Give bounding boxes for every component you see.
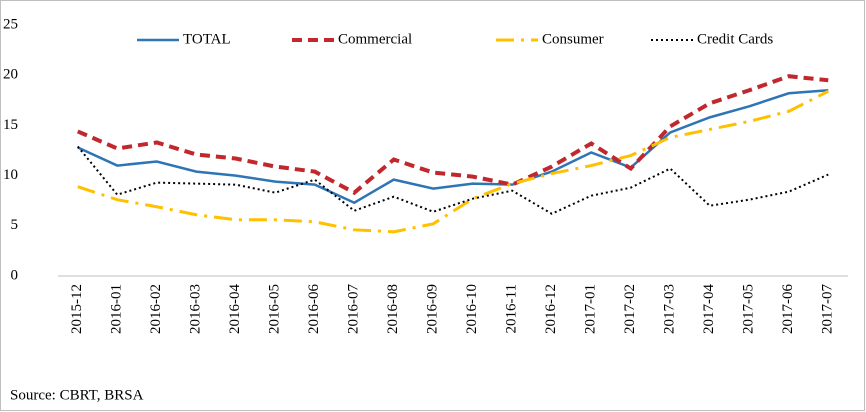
x-tick-label: 2016-09 <box>425 284 441 334</box>
series-line <box>76 145 829 215</box>
x-tick-label: 2017-02 <box>622 284 638 334</box>
y-tick-label: 20 <box>3 67 18 83</box>
x-tick-label: 2017-03 <box>662 284 678 334</box>
source-note: Source: CBRT, BRSA <box>10 387 144 403</box>
x-tick-label: 2016-04 <box>227 284 243 334</box>
x-tick-label: 2017-05 <box>741 284 757 334</box>
x-tick-label: 2016-12 <box>543 284 559 334</box>
y-tick-label: 15 <box>3 117 18 133</box>
x-tick-label: 2016-06 <box>306 284 322 334</box>
legend-label: Consumer <box>542 31 604 47</box>
x-tick-label: 2016-03 <box>188 284 204 334</box>
legend-label: Credit Cards <box>697 31 773 47</box>
series-line <box>76 74 829 196</box>
y-tick-label: 10 <box>3 167 18 183</box>
series-line <box>77 89 829 234</box>
x-tick-label: 2016-10 <box>464 284 480 334</box>
x-tick-label: 2015-12 <box>69 284 85 334</box>
y-tick-label: 5 <box>11 217 19 233</box>
legend-label: Commercial <box>338 31 412 47</box>
x-tick-label: 2017-06 <box>780 284 796 334</box>
legend-label: TOTAL <box>183 31 231 47</box>
x-tick-label: 2016-08 <box>385 284 401 334</box>
x-tick-label: 2016-01 <box>109 284 125 334</box>
x-tick-label: 2016-11 <box>504 284 520 333</box>
x-tick-label: 2016-02 <box>148 284 164 334</box>
x-tick-label: 2016-07 <box>346 284 362 334</box>
x-tick-label: 2017-01 <box>583 284 599 334</box>
series-line <box>77 89 829 205</box>
x-tick-label: 2016-05 <box>267 284 283 334</box>
x-tick-label: 2017-04 <box>701 284 717 334</box>
x-tick-label: 2017-07 <box>820 284 836 334</box>
y-tick-label: 0 <box>11 267 19 283</box>
y-tick-label: 25 <box>3 16 18 32</box>
